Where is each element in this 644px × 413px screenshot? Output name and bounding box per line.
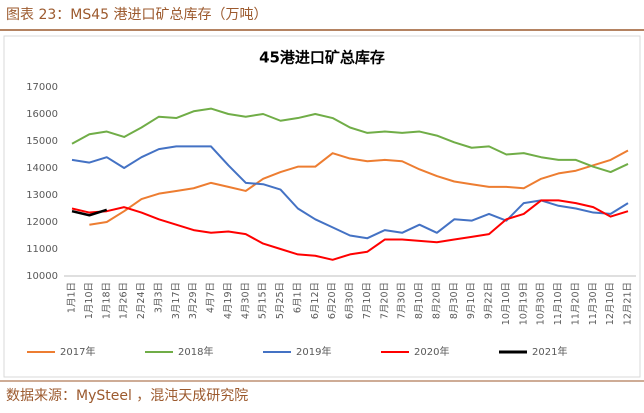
x-tick-label: 6月1日 bbox=[292, 282, 303, 313]
x-tick-label: 12月21日 bbox=[623, 282, 634, 325]
x-tick-label: 11月30日 bbox=[588, 282, 599, 325]
y-tick-label: 13000 bbox=[26, 190, 58, 201]
x-tick-label: 7月20日 bbox=[379, 282, 390, 319]
x-tick-label: 10月10日 bbox=[501, 282, 512, 325]
x-tick-label: 8月30日 bbox=[449, 282, 460, 319]
y-tick-label: 16000 bbox=[26, 109, 58, 120]
x-tick-label: 2月24日 bbox=[136, 282, 147, 319]
x-tick-label: 4月19日 bbox=[223, 282, 234, 319]
x-tick-label: 9月10日 bbox=[466, 282, 477, 319]
header: 图表 23：MS45 港进口矿总库存（万吨） bbox=[6, 7, 268, 23]
x-tick-label: 10月30日 bbox=[536, 282, 547, 325]
x-tick-label: 6月30日 bbox=[345, 282, 356, 319]
legend-label: 2019年 bbox=[296, 345, 331, 358]
x-tick-label: 9月22日 bbox=[484, 282, 495, 319]
x-tick-label: 6月12日 bbox=[310, 282, 321, 319]
series-line bbox=[71, 208, 108, 217]
x-tick-label: 8月20日 bbox=[431, 282, 442, 319]
series-line bbox=[89, 149, 629, 226]
x-tick-label: 1月10日 bbox=[84, 282, 95, 319]
series-line bbox=[71, 199, 629, 261]
y-tick-label: 15000 bbox=[26, 136, 58, 147]
x-tick-label: 1月1日 bbox=[67, 282, 78, 313]
series-line bbox=[71, 145, 629, 240]
x-tick-label: 5月25日 bbox=[275, 282, 286, 319]
x-tick-label: 7月30日 bbox=[397, 282, 408, 319]
y-tick-label: 17000 bbox=[26, 82, 58, 93]
x-tick-label: 8月10日 bbox=[414, 282, 425, 319]
x-tick-label: 11月20日 bbox=[570, 282, 581, 325]
legend-label: 2020年 bbox=[414, 345, 449, 358]
y-tick-label: 12000 bbox=[26, 217, 58, 228]
x-tick-label: 10月19日 bbox=[518, 282, 529, 325]
x-tick-label: 5月15日 bbox=[258, 282, 269, 319]
x-tick-label: 4月30日 bbox=[240, 282, 251, 319]
x-tick-label: 7月10日 bbox=[362, 282, 373, 319]
x-tick-label: 6月20日 bbox=[327, 282, 338, 319]
chart-frame bbox=[3, 35, 641, 378]
y-tick-label: 10000 bbox=[26, 271, 58, 282]
legend-label: 2018年 bbox=[178, 345, 213, 358]
legend-label: 2017年 bbox=[60, 345, 95, 358]
legend-label: 2021年 bbox=[532, 345, 567, 358]
x-tick-label: 3月29日 bbox=[188, 282, 199, 319]
y-tick-label: 14000 bbox=[26, 163, 58, 174]
y-tick-label: 11000 bbox=[26, 244, 58, 255]
x-tick-label: 3月17日 bbox=[171, 282, 182, 319]
series-line bbox=[71, 107, 629, 174]
source: 数据来源：MySteel ，混沌天成研究院 bbox=[6, 388, 248, 404]
x-tick-label: 4月7日 bbox=[206, 282, 217, 313]
x-tick-label: 1月18日 bbox=[101, 282, 112, 319]
x-tick-label: 1月26日 bbox=[119, 282, 130, 319]
x-tick-label: 11月10日 bbox=[553, 282, 564, 325]
x-tick-label: 3月3日 bbox=[153, 282, 164, 313]
x-tick-label: 12月10日 bbox=[605, 282, 616, 325]
chart-title: 45港进口矿总库存 bbox=[259, 49, 385, 67]
